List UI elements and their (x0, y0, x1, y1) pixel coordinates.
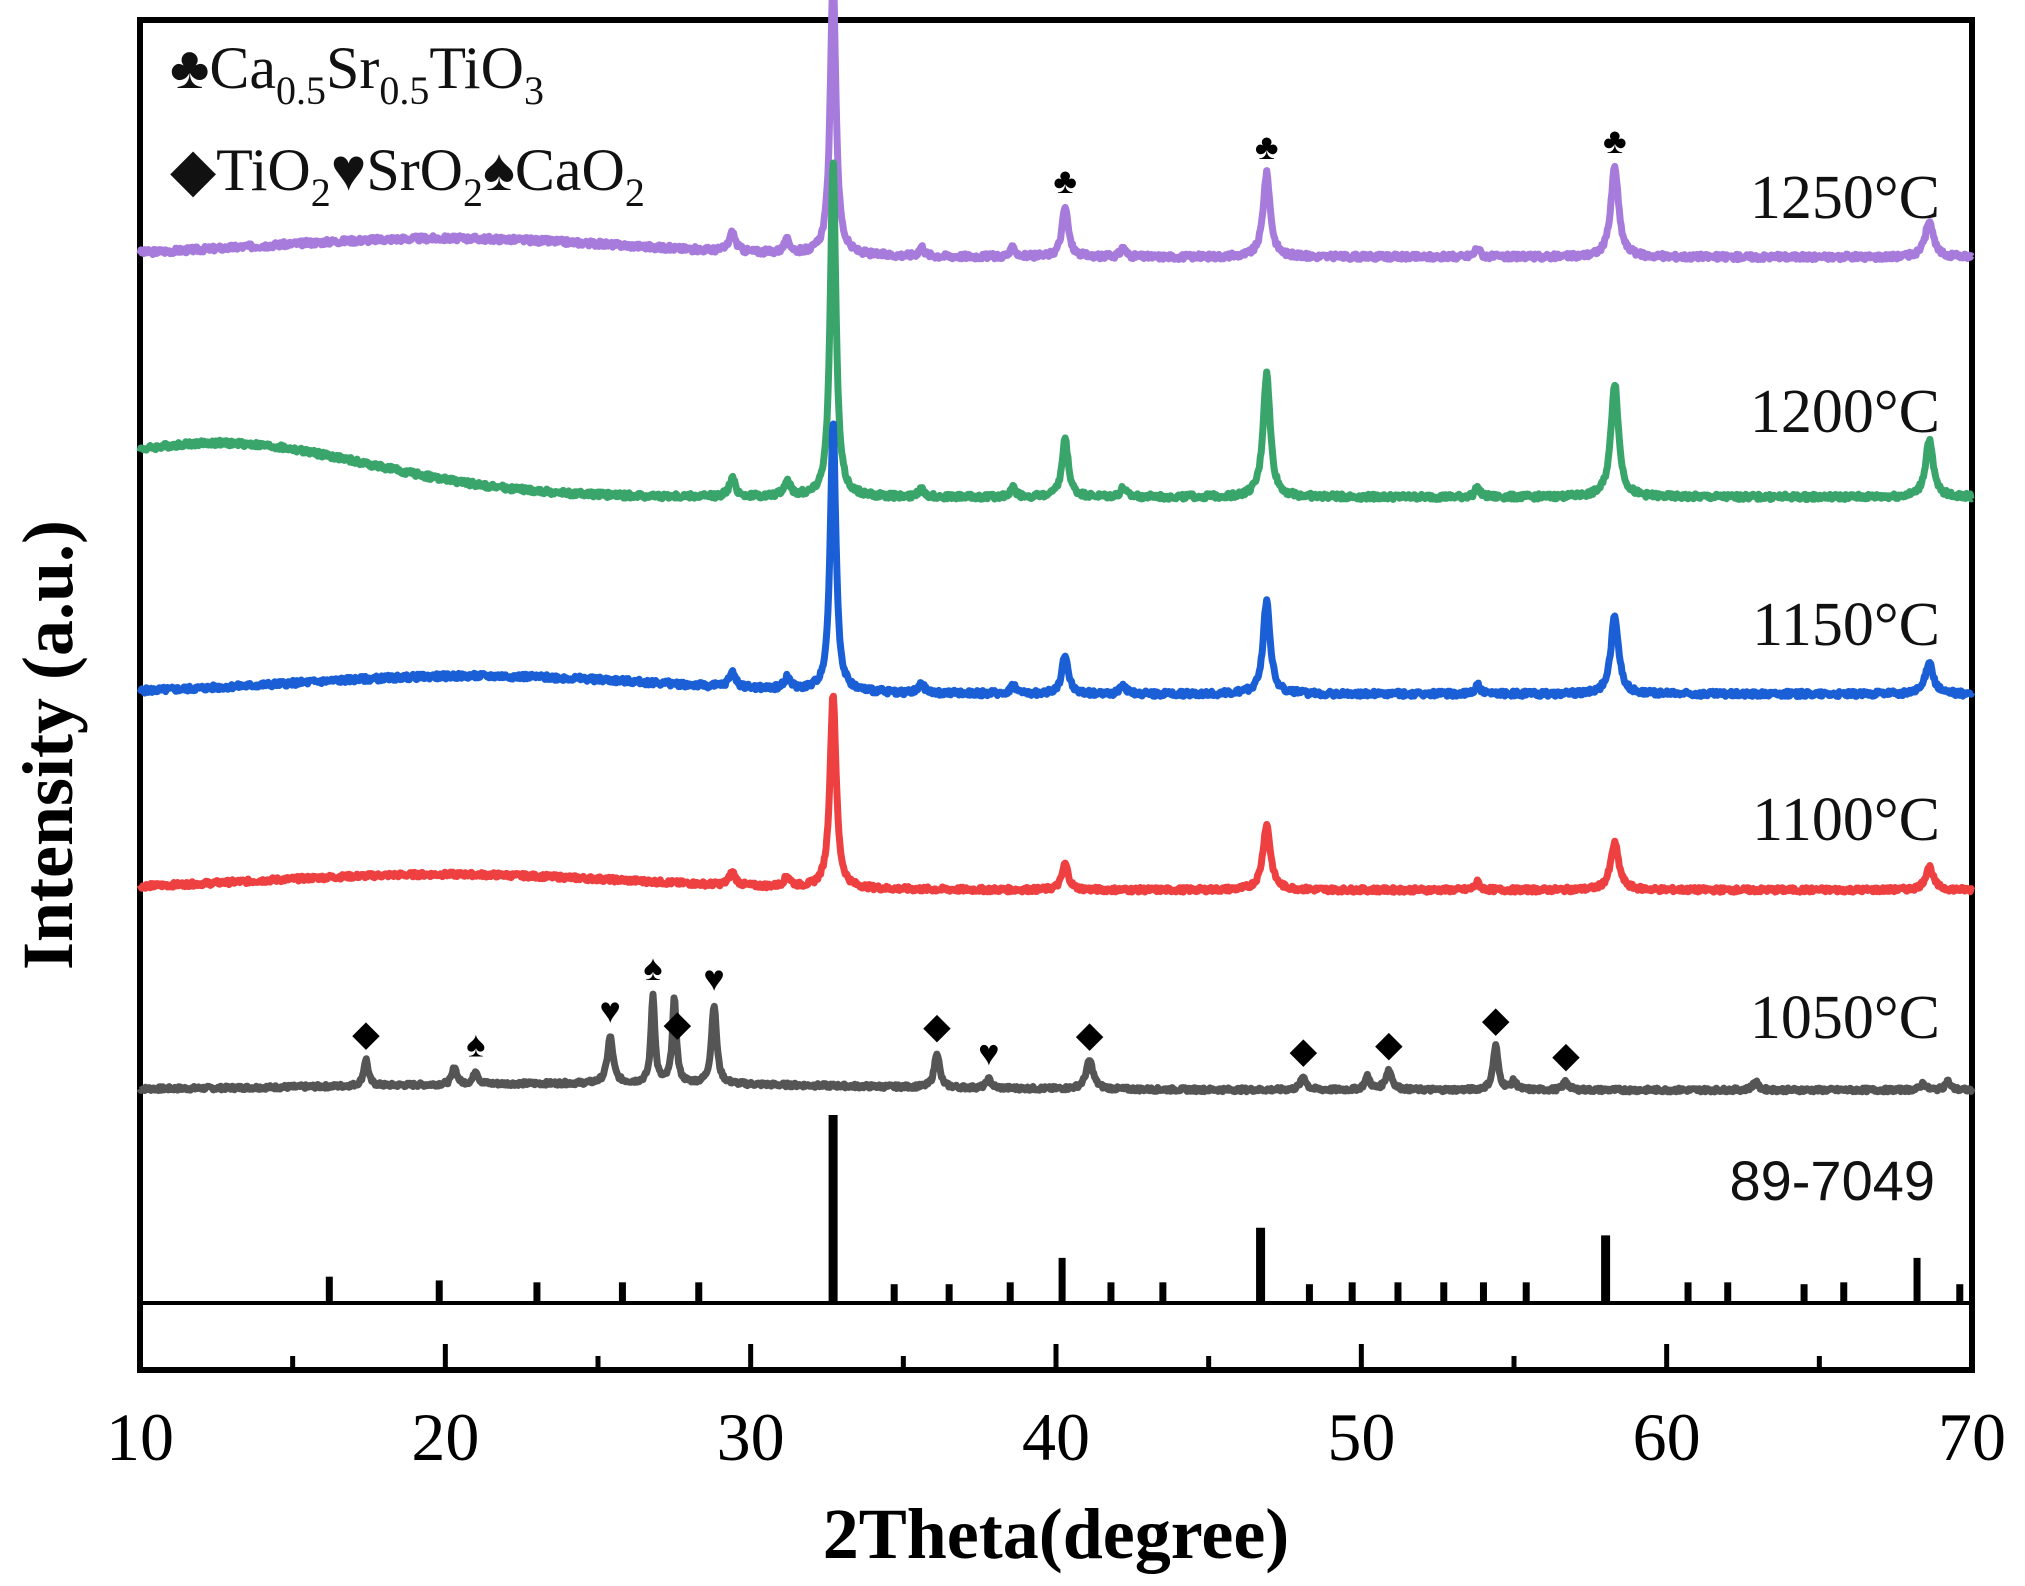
x-tick-label-70: 70 (1938, 1399, 2006, 1475)
diamond-marker-icon: ◆ (1375, 1023, 1403, 1064)
reference-sticks (325, 1115, 1964, 1303)
reference-label: 89-7049 (1729, 1149, 1935, 1212)
diamond-marker-icon: ◆ (1482, 999, 1510, 1040)
x-tick-label-20: 20 (411, 1399, 479, 1475)
phase-markers: ♣♣♣♣◆♠♥♠◆♥◆♥◆◆◆◆◆ (352, 120, 1627, 1075)
diamond-marker-icon: ◆ (1289, 1030, 1317, 1071)
diamond-marker-icon: ◆ (1552, 1034, 1580, 1075)
club-marker-icon: ♣ (1053, 160, 1077, 201)
x-tick-label-40: 40 (1022, 1399, 1090, 1475)
diamond-marker-icon: ◆ (923, 1005, 951, 1046)
diamond-marker-icon: ◆ (1076, 1013, 1104, 1054)
club-marker-icon: ♣ (1255, 126, 1279, 167)
spade-icon: ♠ (483, 137, 515, 203)
x-tick-label-30: 30 (717, 1399, 785, 1475)
series-line-1150 (136, 420, 1976, 700)
spade-marker-icon: ♠ (466, 1024, 485, 1065)
series-line-1200 (136, 159, 1975, 503)
series-label-1250: 1250°C (1750, 164, 1940, 232)
series-layer (136, 0, 1976, 1096)
series-line-1100 (136, 692, 1976, 896)
spade-marker-icon: ♠ (643, 947, 662, 988)
diamond-marker-icon: ◆ (664, 1003, 692, 1044)
legend-line-2: ◆TiO2♥SrO2♠CaO2 (170, 137, 645, 215)
series-line-1250 (136, 0, 1975, 264)
diamond-icon: ◆ (170, 137, 216, 203)
heart-icon: ♥ (331, 137, 367, 203)
x-tick-label-60: 60 (1633, 1399, 1701, 1475)
club-marker-icon: ♣ (1603, 120, 1627, 161)
series-line-1050 (136, 990, 1976, 1096)
heart-marker-icon: ♥ (600, 990, 621, 1031)
series-label-1100: 1100°C (1752, 786, 1940, 854)
legend: ♣Ca0.5Sr0.5TiO3 ◆TiO2♥SrO2♠CaO2 (170, 35, 645, 215)
x-tick-label-10: 10 (106, 1399, 174, 1475)
legend-line-1: ♣Ca0.5Sr0.5TiO3 (170, 35, 544, 113)
heart-marker-icon: ♥ (703, 957, 724, 998)
x-axis-title: 2Theta(degree) (823, 1494, 1290, 1574)
x-axis-ticks: 10 20 30 40 50 60 70 (106, 1344, 2006, 1475)
x-tick-label-50: 50 (1327, 1399, 1395, 1475)
series-label-1050: 1050°C (1750, 984, 1940, 1052)
y-axis-title: Intensity (a.u.) (8, 520, 88, 970)
heart-marker-icon: ♥ (978, 1032, 999, 1073)
series-label-1150: 1150°C (1752, 591, 1940, 659)
club-icon: ♣ (170, 35, 209, 101)
diamond-marker-icon: ◆ (352, 1012, 380, 1053)
series-label-1200: 1200°C (1750, 378, 1940, 446)
